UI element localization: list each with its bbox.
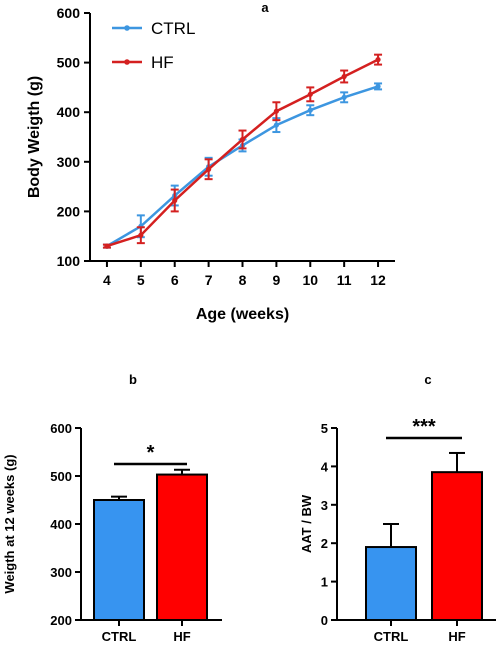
panel-a-x-tick-label: 12	[370, 272, 386, 288]
panel-a-x-tick-label: 7	[205, 272, 213, 288]
panel-a-series-line-ctrl	[106, 85, 379, 248]
panel-b-bar-hf	[156, 473, 208, 621]
panel-b-bar-ctrl	[93, 499, 145, 621]
panel-a-x-tick-label: 6	[171, 272, 179, 288]
panel-c-y-tick-label: 5	[321, 421, 328, 436]
panel-a-point-hf	[307, 91, 313, 97]
panel-a-point-ctrl	[375, 83, 381, 90]
panel-a-point-hf	[172, 197, 178, 204]
panel-a-y-tick-label: 600	[57, 5, 81, 21]
panel-a-x-tick-label: 9	[272, 272, 280, 288]
panel-a-point-ctrl	[273, 122, 279, 128]
panel-b-y-tick-label: 400	[50, 517, 72, 532]
panel-a-point-hf	[104, 243, 110, 249]
panel-c-bar-hf	[431, 471, 483, 621]
panel-b-y-axis-label: Weigth at 12 weeks (g)	[2, 454, 17, 593]
panel-a-x-tick-label: 11	[337, 272, 352, 288]
panel-b-bar-chart: b 200 300 400 500 600 CTRL HF Weigth at 12 wee…	[2, 372, 222, 644]
panel-a-line-chart: a 100 200 300 400 500 600 4 5 6 7 8 9 10 11 12 CTRL HF A…	[26, 0, 395, 323]
panel-b-y-tick-label: 200	[50, 613, 72, 628]
panel-a-series-line-hf	[106, 58, 379, 248]
panel-a-legend-label-hf: HF	[151, 53, 174, 72]
panel-a-y-tick-label: 300	[57, 154, 81, 170]
panel-b-y-tick-label: 600	[50, 421, 72, 436]
panel-a-legend-marker-hf	[124, 59, 130, 65]
panel-c-x-tick-label: HF	[448, 629, 465, 644]
panel-c-bar-ctrl	[365, 546, 417, 621]
panel-c-y-tick-label: 4	[321, 459, 329, 474]
panel-b-significance-marker: *	[147, 442, 155, 464]
panel-a-point-hf	[206, 166, 212, 172]
panel-a-x-tick-label: 5	[137, 272, 145, 288]
panel-a-y-tick-label: 100	[57, 253, 81, 269]
panel-a-x-tick-label: 4	[103, 272, 111, 288]
panel-a-point-hf	[239, 136, 246, 143]
panel-b-x-tick-label: HF	[173, 629, 190, 644]
panel-a-point-hf	[375, 57, 381, 63]
panel-c-y-tick-label: 1	[321, 575, 328, 590]
panel-a-legend-label-ctrl: CTRL	[151, 19, 195, 38]
panel-a-x-tick-label: 8	[239, 272, 247, 288]
panel-a-y-tick-label: 400	[57, 104, 81, 120]
panel-a-point-ctrl	[341, 94, 347, 100]
panel-c-significance-marker: ***	[412, 416, 436, 438]
panel-a-point-hf	[273, 108, 279, 114]
panel-a-point-hf	[341, 73, 347, 80]
panel-a-letter: a	[261, 0, 269, 15]
panel-b-y-tick-label: 500	[50, 469, 72, 484]
panel-c-x-tick-label: CTRL	[374, 629, 409, 644]
panel-c-y-tick-label: 2	[321, 536, 328, 551]
panel-a-y-tick-label: 200	[57, 203, 81, 219]
panel-c-letter: c	[424, 372, 431, 387]
panel-c-y-tick-label: 0	[321, 613, 328, 628]
panel-c-y-tick-label: 3	[321, 498, 328, 513]
panel-c-bar-chart: c 0 1 2 3 4 5 CTRL HF AAT / BW ***	[299, 372, 496, 644]
panel-a-point-hf	[138, 232, 144, 238]
panel-a-point-ctrl	[307, 107, 313, 113]
panel-b-x-tick-label: CTRL	[102, 629, 137, 644]
panel-c-y-axis-label: AAT / BW	[299, 494, 314, 553]
panel-a-legend-marker-ctrl	[124, 25, 130, 31]
panel-a-x-axis-label: Age (weeks)	[196, 306, 289, 323]
panel-a-x-tick-label: 10	[302, 272, 318, 288]
panel-b-letter: b	[129, 372, 137, 387]
panel-a-y-axis-label: Body Weigth (g)	[26, 76, 43, 198]
panel-b-y-tick-label: 300	[50, 565, 72, 580]
panel-a-y-tick-label: 500	[57, 55, 81, 71]
